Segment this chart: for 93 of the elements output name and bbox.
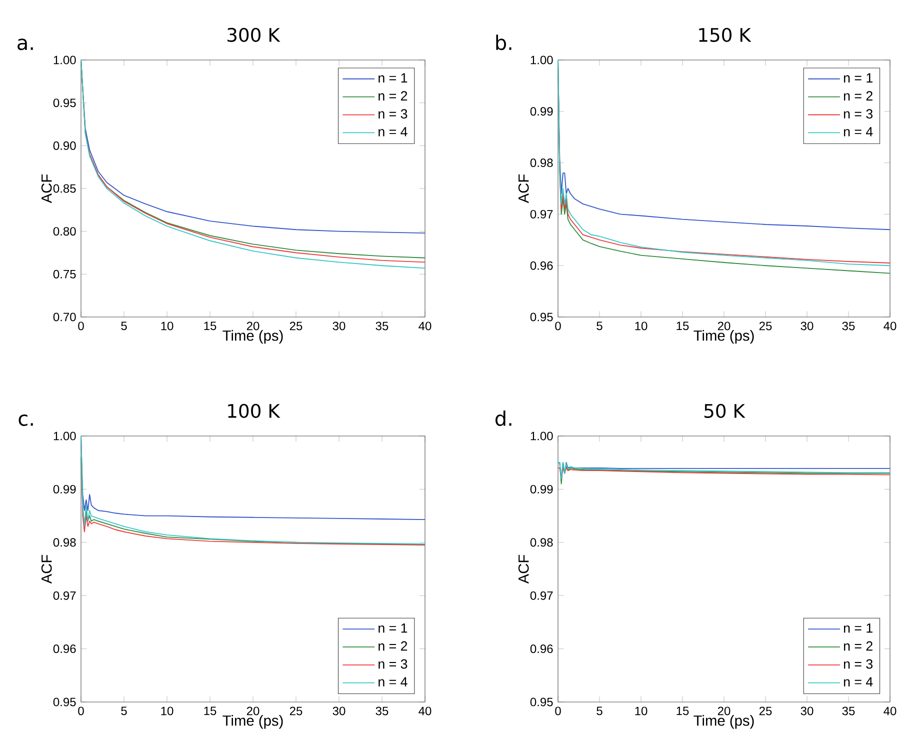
x-tick-label: 0 [555, 322, 561, 330]
x-tick-label: 20 [718, 706, 730, 716]
y-tick-label: 0.96 [530, 644, 553, 654]
x-tick-label: 10 [635, 706, 648, 716]
y-tick-label: 0.95 [530, 312, 553, 322]
y-tick-label: 1.00 [530, 432, 553, 440]
x-tick-label: 40 [418, 322, 432, 330]
text: b. [496, 34, 512, 50]
legend-label: n = 3 [378, 659, 408, 669]
y-axis-title: ACF [41, 174, 52, 204]
chart-title: 50 K [704, 404, 746, 418]
x-tick-label: 40 [418, 706, 432, 716]
legend-label: n = 2 [844, 91, 872, 100]
x-tick-label: 25 [290, 706, 302, 716]
y-axis-title: ACF [518, 554, 529, 584]
x-tick-label: 30 [332, 706, 346, 716]
x-tick-label: 35 [376, 706, 388, 716]
legend-label: n = 2 [844, 641, 872, 651]
y-tick-label: 0.99 [530, 107, 553, 116]
x-tick-label: 35 [842, 706, 855, 716]
x-tick-label: 10 [635, 322, 648, 330]
chart-title: 300 K [228, 28, 280, 42]
x-tick-label: 5 [596, 322, 602, 330]
y-tick-label: 0.99 [53, 484, 76, 494]
legend-label: n = 4 [378, 677, 408, 686]
y-axis-title: ACF [518, 174, 529, 204]
y-tick-label: 0.75 [53, 270, 76, 278]
y-tick-label: 0.95 [530, 698, 553, 706]
chart-title: 100 K [228, 404, 280, 418]
text: c. [18, 414, 33, 426]
x-tick-label: 5 [121, 706, 127, 716]
x-tick-label: 15 [204, 322, 216, 330]
y-axis-title: ACF [41, 554, 52, 584]
legend-label: n = 3 [844, 659, 873, 669]
x-tick-label: 0 [78, 706, 84, 716]
x-tick-label: 40 [884, 322, 896, 330]
x-tick-label: 5 [596, 706, 602, 716]
x-tick-label: 10 [161, 322, 174, 330]
x-tick-label: 40 [884, 706, 896, 716]
x-tick-label: 0 [555, 706, 561, 716]
y-tick-label: 0.98 [53, 538, 76, 547]
x-tick-label: 35 [842, 322, 855, 330]
x-tick-label: 35 [376, 322, 388, 330]
y-tick-label: 0.96 [53, 644, 76, 654]
x-tick-label: 5 [121, 322, 127, 330]
legend-label: n = 1 [378, 623, 408, 633]
y-tick-label: 0.98 [530, 538, 553, 547]
x-tick-label: 0 [78, 322, 84, 330]
y-tick-label: 1.00 [54, 432, 76, 440]
x-tick-label: 20 [246, 322, 260, 330]
x-tick-label: 15 [676, 706, 689, 716]
y-tick-label: 0.70 [53, 312, 76, 322]
x-axis-title: Time (ps) [222, 715, 283, 729]
y-tick-label: 0.90 [53, 141, 76, 150]
x-axis-title: Time (ps) [694, 330, 754, 344]
legend-label: n = 2 [378, 91, 408, 100]
x-tick-label: 30 [800, 706, 814, 716]
x-tick-label: 20 [718, 322, 730, 330]
legend-label: n = 2 [378, 641, 408, 651]
y-tick-label: 0.95 [53, 698, 76, 706]
legend-label: n = 4 [844, 677, 873, 686]
legend-label: n = 4 [844, 127, 873, 136]
x-axis-title: Time (ps) [694, 715, 754, 729]
legend-label: n = 3 [378, 109, 408, 119]
x-tick-label: 25 [290, 322, 302, 330]
x-tick-label: 15 [676, 322, 689, 330]
legend-label: n = 3 [844, 109, 873, 119]
legend-label: n = 1 [844, 73, 872, 82]
x-tick-label: 25 [759, 706, 772, 716]
text: a. [18, 38, 33, 50]
y-tick-label: 0.99 [530, 484, 553, 494]
x-tick-label: 30 [800, 322, 814, 330]
y-tick-label: 0.97 [53, 591, 76, 600]
y-tick-label: 0.97 [530, 591, 553, 600]
x-tick-label: 30 [332, 322, 346, 330]
x-axis-title: Time (ps) [222, 330, 283, 344]
y-tick-label: 0.96 [530, 261, 553, 270]
legend-label: n = 4 [378, 127, 408, 136]
y-tick-label: 0.95 [53, 98, 76, 108]
x-tick-label: 20 [246, 706, 260, 716]
x-tick-label: 10 [161, 706, 174, 716]
legend-label: n = 1 [844, 623, 872, 633]
chart-title: 150 K [699, 28, 752, 42]
y-tick-label: 1.00 [530, 56, 553, 64]
x-tick-label: 25 [759, 322, 772, 330]
y-tick-label: 0.85 [53, 184, 76, 193]
y-tick-label: 1.00 [54, 56, 76, 64]
y-tick-label: 0.80 [53, 227, 76, 236]
y-tick-label: 0.97 [530, 210, 553, 218]
x-tick-label: 15 [204, 706, 216, 716]
text: d. [496, 410, 512, 426]
y-tick-label: 0.98 [530, 158, 553, 168]
legend-label: n = 1 [378, 73, 408, 82]
